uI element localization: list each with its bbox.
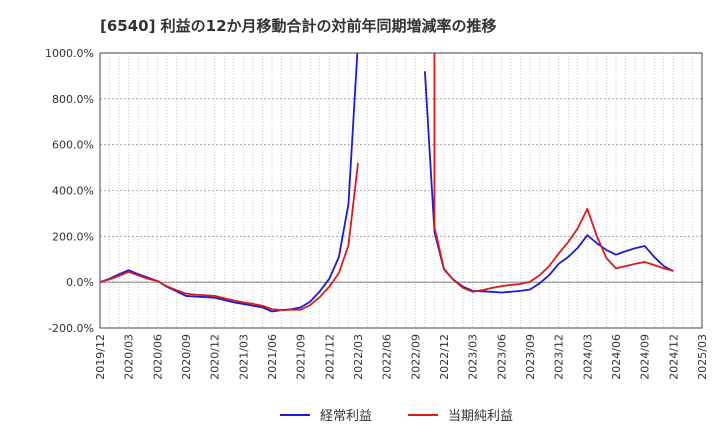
series-line-2 [100, 53, 674, 312]
x-tick-label: 2021/12 [323, 334, 336, 380]
series-line-1 [100, 53, 674, 313]
y-tick-label: 400.0% [52, 185, 94, 198]
x-tick-label: 2025/03 [696, 334, 709, 380]
x-tick-label: 2019/12 [94, 334, 107, 380]
plot-frame [99, 52, 703, 329]
x-tick-label: 2022/06 [381, 334, 394, 380]
y-tick-label: 200.0% [52, 230, 94, 243]
x-tick-label: 2023/12 [553, 334, 566, 380]
y-tick-label: 600.0% [52, 139, 94, 152]
x-tick-label: 2024/03 [581, 334, 594, 380]
x-tick-label: 2022/12 [438, 334, 451, 380]
x-tick-label: 2020/12 [209, 334, 222, 380]
x-axis: 2019/12 2020/03 2020/06 2020/09 2020/12 2021/… [94, 334, 709, 380]
grid [99, 52, 703, 329]
x-tick-label: 2021/06 [266, 334, 279, 380]
x-tick-label: 2021/03 [237, 334, 250, 380]
x-tick-label: 2020/03 [123, 334, 136, 380]
legend-label: 当期純利益 [448, 409, 513, 424]
x-tick-label: 2022/09 [409, 334, 422, 380]
y-tick-label: 800.0% [52, 93, 94, 106]
x-tick-label: 2024/12 [667, 334, 680, 380]
y-tick-label: 1000.0% [45, 47, 94, 60]
x-tick-label: 2024/06 [610, 334, 623, 380]
legend: 経常利益 当期純利益 [280, 409, 513, 424]
chart-title: [6540] 利益の12か月移動合計の対前年同期増減率の推移 [100, 17, 497, 35]
legend-label: 経常利益 [320, 409, 372, 424]
x-tick-label: 2023/03 [467, 334, 480, 380]
x-tick-label: 2024/09 [639, 334, 652, 380]
y-tick-label: 0.0% [66, 276, 94, 289]
x-tick-label: 2020/06 [151, 334, 164, 380]
x-tick-label: 2023/06 [495, 334, 508, 380]
x-tick-label: 2021/09 [295, 334, 308, 380]
x-tick-label: 2020/09 [180, 334, 193, 380]
y-axis: -200.0% 0.0% 200.0% 400.0% 600.0% 800.0% 1000.… [45, 47, 94, 335]
x-tick-label: 2023/09 [524, 334, 537, 380]
series-group [100, 53, 674, 313]
y-tick-label: -200.0% [48, 322, 94, 335]
x-tick-label: 2022/03 [352, 334, 365, 380]
